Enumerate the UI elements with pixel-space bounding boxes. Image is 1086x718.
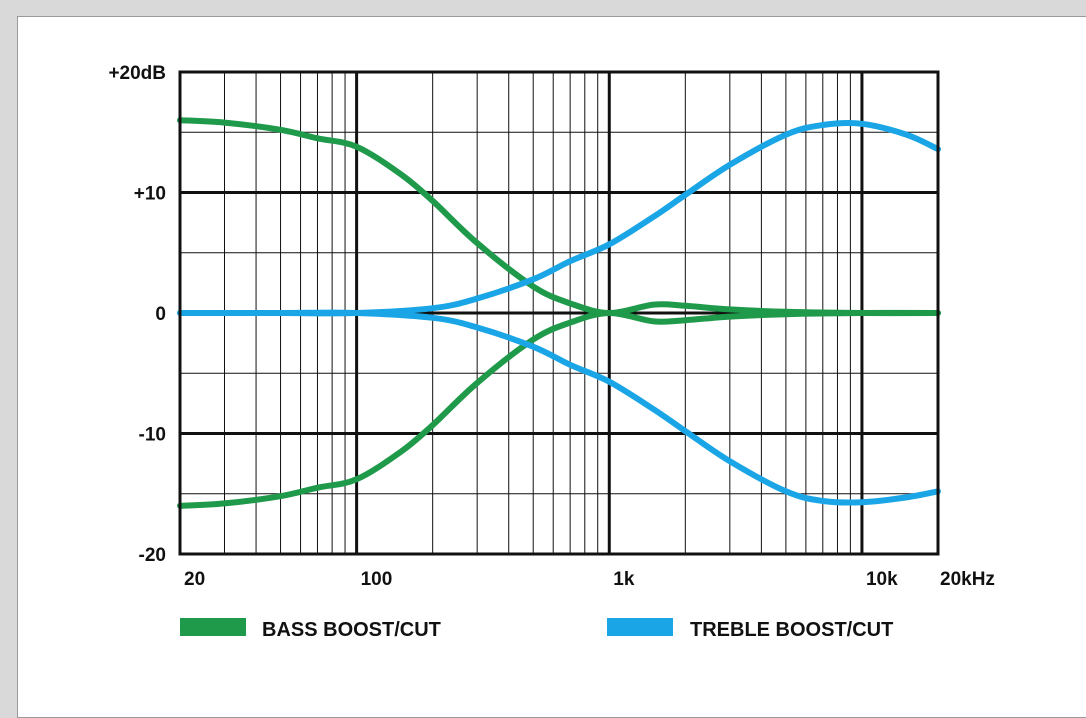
y-tick-label: -20 [139, 545, 166, 566]
treble-curve-3 [177, 309, 941, 506]
y-axis-tick-labels: +20dB +10 0 -10 -20 [108, 63, 166, 566]
y-tick-label: +10 [134, 184, 166, 205]
x-tick-label: 10k [866, 569, 898, 590]
legend-swatch-bass [180, 618, 246, 636]
x-axis-tick-labels: 20 100 1k 10k 20kHz [184, 569, 995, 590]
bass-curve-0 [177, 117, 941, 317]
legend-swatch-treble [607, 618, 673, 636]
bass-curve-1 [177, 309, 941, 509]
response-curves [177, 117, 941, 509]
x-tick-label: 1k [613, 569, 635, 590]
legend-label-bass: BASS BOOST/CUT [262, 619, 441, 641]
y-tick-label: -10 [139, 425, 166, 446]
legend: BASS BOOST/CUT TREBLE BOOST/CUT [180, 618, 893, 641]
x-tick-label: 20kHz [940, 569, 995, 590]
treble-curve-2 [177, 120, 941, 317]
y-tick-label: 0 [155, 304, 166, 325]
x-tick-label: 20 [184, 569, 205, 590]
y-tick-label: +20dB [108, 63, 166, 84]
frequency-response-chart: 20 100 1k 10k 20kHz +20dB +10 0 -10 -20 BASS BOO… [108, 63, 995, 641]
legend-label-treble: TREBLE BOOST/CUT [690, 619, 893, 641]
plot-frame [178, 70, 940, 556]
x-tick-label: 100 [361, 569, 393, 590]
